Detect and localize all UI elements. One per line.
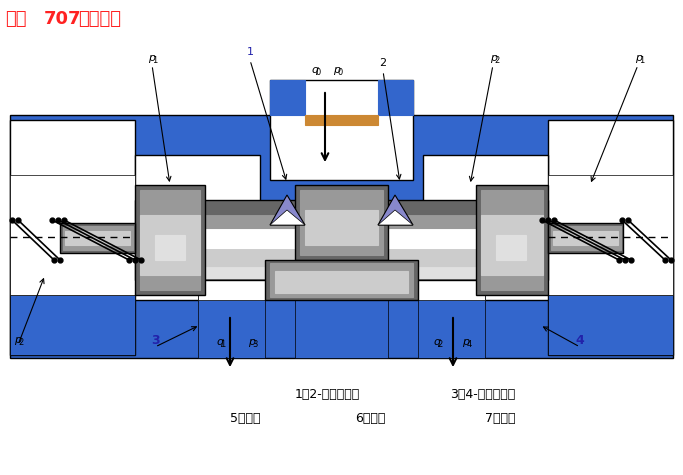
Text: 1: 1 <box>152 56 158 65</box>
Text: 2: 2 <box>437 340 443 349</box>
Bar <box>496 235 526 260</box>
Bar <box>378 80 413 115</box>
Text: 3: 3 <box>253 340 257 349</box>
Text: q: q <box>433 337 440 347</box>
Bar <box>551 226 621 250</box>
Text: 剪辑制作: 剪辑制作 <box>78 10 121 28</box>
Bar <box>137 266 546 278</box>
Bar <box>10 115 673 358</box>
Text: 1，2-固定节油孔: 1，2-固定节油孔 <box>295 389 360 401</box>
Polygon shape <box>378 195 413 225</box>
Bar <box>135 155 260 300</box>
Bar <box>305 210 378 245</box>
Text: 6－阀心: 6－阀心 <box>355 411 385 425</box>
Bar <box>275 271 408 293</box>
Bar <box>418 280 485 300</box>
Bar <box>423 155 548 300</box>
Bar <box>10 120 135 355</box>
Bar <box>137 248 546 266</box>
Bar <box>270 80 305 115</box>
Text: 2: 2 <box>380 58 387 68</box>
Text: p: p <box>148 53 155 63</box>
Bar <box>140 190 200 290</box>
Text: 707: 707 <box>44 10 81 28</box>
Bar <box>270 80 413 180</box>
Text: 0: 0 <box>316 68 320 77</box>
Bar <box>481 215 543 275</box>
Bar <box>418 295 485 358</box>
Bar <box>135 185 205 295</box>
Text: 1: 1 <box>221 340 225 349</box>
Text: p: p <box>14 335 21 345</box>
Text: 7－弹簧: 7－弹簧 <box>485 411 516 425</box>
Text: 4: 4 <box>576 334 585 347</box>
Text: p: p <box>635 53 642 63</box>
Bar <box>300 190 383 255</box>
Bar <box>548 223 623 253</box>
Bar <box>137 204 546 214</box>
Bar <box>135 200 548 280</box>
Bar <box>137 214 546 228</box>
Bar <box>305 115 378 125</box>
Bar <box>10 175 135 295</box>
Text: p: p <box>490 53 497 63</box>
Text: q: q <box>216 337 223 347</box>
Text: 0: 0 <box>337 68 343 77</box>
Text: 3: 3 <box>151 334 159 347</box>
Polygon shape <box>378 210 413 225</box>
Bar <box>476 185 548 295</box>
Bar <box>60 223 135 253</box>
Bar <box>155 235 185 260</box>
Bar <box>10 295 135 355</box>
Bar <box>65 231 130 245</box>
Text: p: p <box>462 337 469 347</box>
Text: 化工: 化工 <box>5 10 27 28</box>
Text: 1: 1 <box>247 47 253 57</box>
Bar <box>295 185 388 260</box>
Text: p: p <box>248 337 255 347</box>
Text: q: q <box>311 65 318 75</box>
Bar <box>548 120 673 355</box>
Text: p: p <box>333 65 340 75</box>
Bar <box>265 260 418 300</box>
Bar <box>295 300 388 358</box>
Text: 3，4-可变节流孔: 3，4-可变节流孔 <box>450 389 515 401</box>
Polygon shape <box>270 210 305 225</box>
Bar <box>137 228 546 248</box>
Text: 1: 1 <box>639 56 645 65</box>
Bar <box>63 226 133 250</box>
Text: 5－阀体: 5－阀体 <box>230 411 260 425</box>
Bar <box>198 295 265 358</box>
Bar <box>140 215 200 275</box>
Bar <box>270 263 413 297</box>
Bar <box>548 175 673 295</box>
Text: 2: 2 <box>494 56 500 65</box>
Text: 4: 4 <box>466 340 472 349</box>
Bar <box>548 295 673 355</box>
Bar <box>553 231 618 245</box>
Bar <box>198 280 265 300</box>
Text: 2: 2 <box>18 338 24 347</box>
Bar <box>481 190 543 290</box>
Polygon shape <box>270 195 305 225</box>
